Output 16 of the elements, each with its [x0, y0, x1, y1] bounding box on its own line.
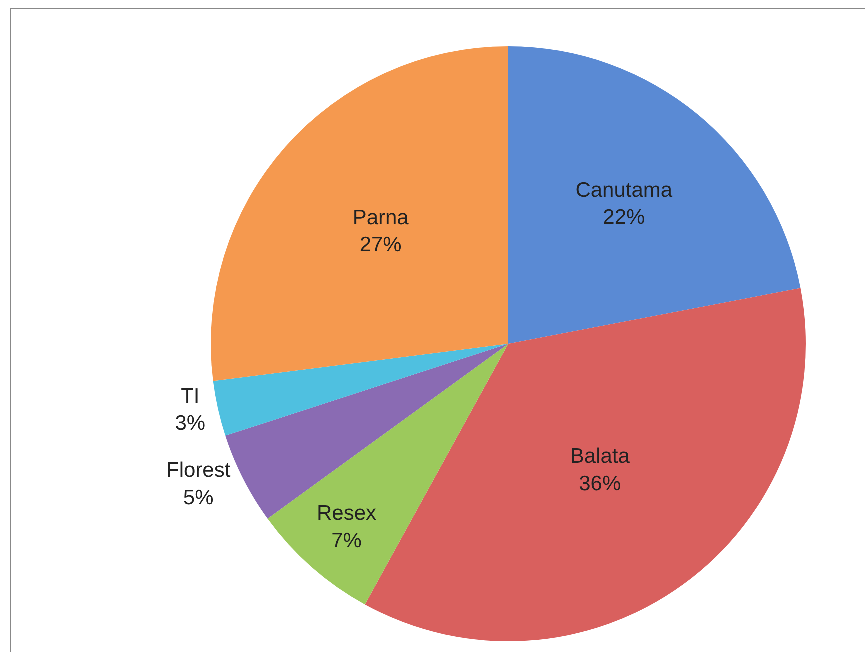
- pie-slice: [268, 344, 508, 605]
- data-label: 36%: [579, 472, 622, 496]
- slice-label: Florest: [166, 459, 231, 482]
- data-label: 5%: [183, 486, 214, 510]
- slice-label: Canutama: [576, 178, 673, 202]
- data-label: 7%: [332, 529, 362, 552]
- data-label: 27%: [360, 234, 402, 257]
- pie-slice: [508, 46, 801, 344]
- data-label: 3%: [175, 412, 206, 436]
- data-label: 22%: [603, 206, 646, 230]
- slice-label: Resex: [316, 502, 378, 526]
- pie-slice: [213, 344, 508, 436]
- slice-label: TI: [181, 384, 200, 408]
- slice-label: Balata: [570, 445, 630, 468]
- slice-label: Parna: [352, 206, 410, 230]
- pie-slice: [211, 46, 508, 382]
